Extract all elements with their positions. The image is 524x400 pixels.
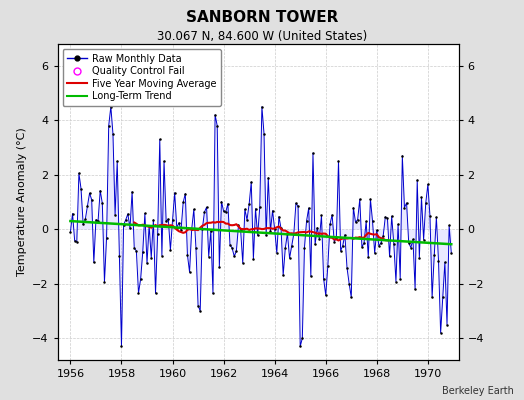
Legend: Raw Monthly Data, Quality Control Fail, Five Year Moving Average, Long-Term Tren: Raw Monthly Data, Quality Control Fail, …: [62, 49, 221, 106]
Text: Berkeley Earth: Berkeley Earth: [442, 386, 514, 396]
Y-axis label: Temperature Anomaly (°C): Temperature Anomaly (°C): [17, 128, 27, 276]
Text: 30.067 N, 84.600 W (United States): 30.067 N, 84.600 W (United States): [157, 30, 367, 43]
Text: SANBORN TOWER: SANBORN TOWER: [186, 10, 338, 25]
